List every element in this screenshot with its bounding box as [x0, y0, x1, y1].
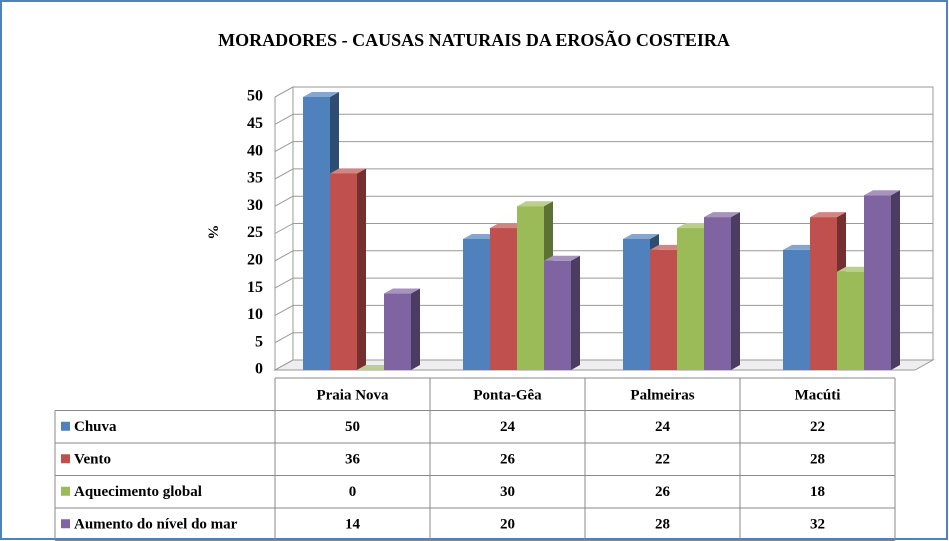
bar-top [303, 92, 339, 97]
y-tick-label: 10 [247, 306, 263, 323]
legend-swatch [61, 421, 70, 431]
legend-swatch [61, 454, 70, 464]
grid-line-side [274, 113, 294, 125]
table-value: 32 [810, 517, 825, 533]
grid-line-side [274, 277, 294, 289]
bar-side [891, 190, 900, 370]
legend-label: Vento [74, 452, 111, 468]
bar [463, 238, 490, 370]
bar [810, 217, 837, 370]
y-tick-label: 0 [255, 361, 263, 378]
grid-line-side [274, 250, 294, 262]
table-value: 50 [345, 419, 360, 435]
table-value: 22 [810, 419, 825, 435]
chart-title: MORADORES - CAUSAS NATURAIS DA EROSÃO CO… [218, 29, 730, 50]
legend-label: Aquecimento global [74, 484, 202, 500]
bar-top [330, 168, 366, 174]
bar-side [357, 168, 366, 370]
y-tick-label: 40 [247, 142, 263, 159]
table-value: 22 [655, 452, 670, 468]
bar [517, 206, 544, 370]
grid-line-side [274, 223, 294, 234]
table-value: 30 [500, 484, 515, 500]
x-tick-label: Ponta-Gêa [473, 388, 542, 404]
table-value: 28 [655, 517, 670, 533]
y-tick-label: 50 [247, 88, 263, 105]
bar-top [810, 212, 846, 218]
bar [303, 97, 330, 370]
bar [544, 260, 571, 370]
table-value: 20 [500, 517, 515, 533]
grid-line-side [274, 359, 294, 371]
x-tick-label: Macúti [795, 388, 841, 404]
y-tick-label: 45 [247, 115, 263, 132]
bar [490, 228, 517, 370]
bar [623, 238, 650, 370]
grid-line-side [274, 168, 294, 180]
bar-top [623, 233, 659, 239]
table-value: 24 [500, 419, 516, 435]
bar [864, 195, 891, 370]
table-value: 28 [810, 452, 825, 468]
bar-side [731, 212, 740, 370]
bar-side [411, 288, 420, 370]
bar [783, 249, 810, 370]
bar-top [384, 288, 420, 294]
table-value: 24 [655, 419, 671, 435]
bar [650, 249, 677, 370]
table-value: 14 [345, 517, 361, 533]
table-value: 26 [500, 452, 516, 468]
bar-top [544, 255, 580, 261]
legend-label: Aumento do nível do mar [74, 517, 238, 533]
bar-top [704, 212, 740, 218]
y-tick-label: 25 [247, 224, 263, 241]
table-value: 26 [655, 484, 671, 500]
legend-label: Chuva [74, 419, 117, 435]
grid-line-side [274, 141, 294, 153]
y-axis-label: % [205, 225, 221, 240]
y-tick-label: 20 [247, 251, 263, 268]
x-tick-label: Palmeiras [630, 388, 694, 404]
bar-top [864, 190, 900, 196]
grid-line-side [274, 86, 294, 98]
bar [837, 271, 864, 370]
bar-top [517, 201, 553, 207]
legend-swatch [61, 519, 70, 529]
grid-line-side [274, 304, 294, 316]
bar [704, 217, 731, 370]
y-tick-label: 5 [255, 333, 263, 350]
table-value: 18 [810, 484, 825, 500]
legend-swatch [61, 486, 70, 496]
table-value: 0 [349, 484, 357, 500]
grid-line-side [274, 195, 294, 207]
bar [384, 293, 411, 370]
x-tick-label: Praia Nova [316, 388, 389, 404]
grid-line-side [274, 332, 294, 344]
y-tick-label: 15 [247, 279, 263, 296]
bar [330, 173, 357, 370]
table-value: 36 [345, 452, 361, 468]
y-tick-label: 35 [247, 170, 263, 187]
bar [677, 228, 704, 370]
y-tick-label: 30 [247, 197, 263, 214]
bar-side [571, 255, 580, 370]
